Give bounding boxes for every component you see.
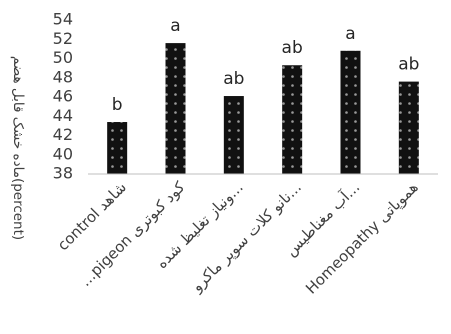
y-tick-label: 54 xyxy=(53,10,73,29)
y-tick-label: 40 xyxy=(53,144,73,163)
bar xyxy=(165,43,186,174)
y-tick-label: 52 xyxy=(53,29,73,48)
significance-label: ab xyxy=(282,38,303,58)
significance-label: a xyxy=(170,16,180,36)
bar xyxy=(282,65,303,174)
category-label: ...pigeon کود کبوتری xyxy=(76,177,188,289)
y-tick-label: 48 xyxy=(53,67,73,86)
bar xyxy=(340,50,361,174)
significance-label: ab xyxy=(398,55,419,75)
significance-labels: b a ab ab a ab xyxy=(112,16,420,115)
bars xyxy=(107,43,419,174)
y-axis-label: ماده خشک قابل هضم(percent) xyxy=(10,56,26,240)
y-tick-label: 38 xyxy=(53,164,73,183)
y-tick-label: 44 xyxy=(53,106,73,125)
category-label: Homeopathy هموپاتی xyxy=(302,178,422,298)
significance-label: ab xyxy=(223,69,244,89)
y-tick-label: 50 xyxy=(53,48,73,67)
significance-label: b xyxy=(112,95,123,115)
bar xyxy=(398,81,419,174)
y-tick-label: 46 xyxy=(53,87,73,106)
y-tick-label: 42 xyxy=(53,125,73,144)
bar xyxy=(223,96,244,174)
category-label: نانو کلات سوپر ماکرو... xyxy=(187,178,305,296)
significance-label: a xyxy=(345,24,355,44)
bar xyxy=(107,122,128,174)
